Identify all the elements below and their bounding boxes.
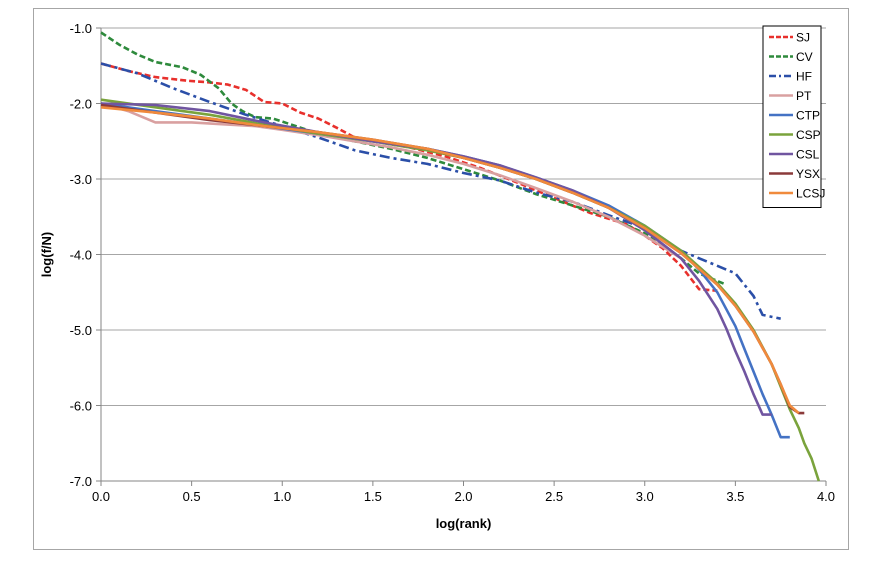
- series-line-hf: [100, 62, 781, 320]
- y-tick-label-0: -1.0: [70, 21, 92, 36]
- legend-label-csl: CSL: [796, 148, 820, 162]
- y-tick-label-5: -6.0: [70, 399, 92, 414]
- y-axis-title: log(f/N): [39, 232, 54, 277]
- legend-label-lcsj: LCSJ: [796, 187, 825, 201]
- x-tick-label-6: 3.0: [636, 489, 654, 504]
- y-tick-label-2: -3.0: [70, 172, 92, 187]
- y-tick-label-6: -7.0: [70, 474, 92, 489]
- legend-label-csp: CSP: [796, 128, 821, 142]
- legend-label-ctp: CTP: [796, 109, 820, 123]
- legend-label-ysx: YSX: [796, 167, 820, 181]
- x-tick-label-8: 4.0: [817, 489, 835, 504]
- legend-label-cv: CV: [796, 50, 813, 64]
- series-line-cv: [100, 31, 727, 286]
- series-line-sj: [100, 62, 718, 292]
- x-tick-label-5: 2.5: [545, 489, 563, 504]
- x-tick-label-7: 3.5: [726, 489, 744, 504]
- y-tick-label-3: -4.0: [70, 248, 92, 263]
- series-line-pt: [100, 102, 682, 260]
- y-tick-label-1: -2.0: [70, 97, 92, 112]
- x-tick-label-2: 1.0: [273, 489, 291, 504]
- x-tick-label-3: 1.5: [364, 489, 382, 504]
- x-axis-title: log(rank): [436, 516, 492, 531]
- x-tick-label-4: 2.0: [454, 489, 472, 504]
- legend-label-hf: HF: [796, 70, 812, 84]
- x-tick-label-1: 0.5: [183, 489, 201, 504]
- legend-label-sj: SJ: [796, 31, 810, 45]
- y-tick-label-4: -5.0: [70, 323, 92, 338]
- series-line-lcsj: [100, 106, 800, 415]
- x-tick-label-0: 0.0: [92, 489, 110, 504]
- legend-label-pt: PT: [796, 89, 812, 103]
